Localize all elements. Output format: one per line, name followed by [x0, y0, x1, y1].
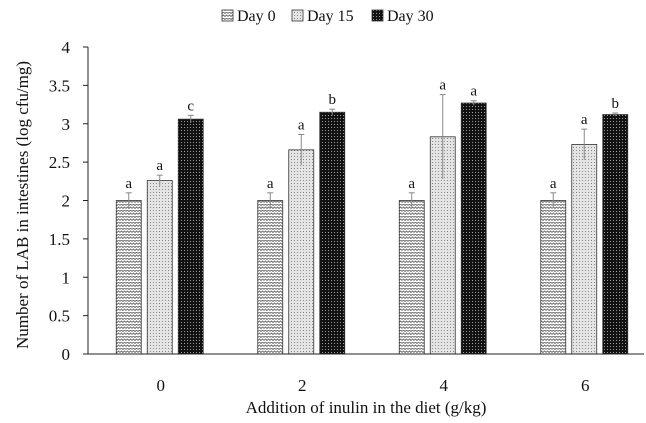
y-tick-label: 2: [62, 192, 71, 211]
bar: [146, 180, 173, 355]
significance-label: a: [125, 176, 132, 192]
x-tick-label: 4: [440, 376, 449, 395]
significance-label: b: [329, 92, 337, 108]
significance-label: a: [470, 84, 477, 100]
significance-label: c: [187, 98, 194, 114]
significance-label: b: [612, 96, 620, 112]
x-tick-label: 6: [581, 376, 590, 395]
y-tick-label: 2.5: [49, 153, 70, 172]
y-tick-label: 4: [62, 38, 71, 57]
significance-label: a: [439, 78, 446, 94]
legend-label: Day 0: [237, 8, 276, 25]
legend-label: Day 15: [307, 8, 354, 25]
y-axis: 0 0.5 1 1.5 2 2.5 3 3.5 4: [49, 38, 89, 364]
bar: [571, 144, 598, 355]
y-axis-title: Number of LAB in intestines (log cfu/mg): [13, 61, 32, 349]
bar: [115, 200, 142, 355]
bar: [177, 118, 204, 355]
significance-label: a: [550, 176, 557, 192]
significance-label: a: [298, 117, 305, 133]
bar: [319, 111, 346, 355]
legend-swatch: [221, 9, 234, 22]
x-tick-label: 0: [157, 376, 166, 395]
bar: [460, 102, 487, 355]
x-axis-title: Addition of inulin in the diet (g/kg): [246, 398, 487, 417]
y-tick-label: 3: [62, 115, 71, 134]
significance-label: a: [267, 176, 274, 192]
bar: [257, 200, 284, 355]
x-axis: 0 2 4 6: [88, 353, 644, 395]
bar: [288, 149, 315, 355]
significance-label: a: [156, 158, 163, 174]
bar: [602, 114, 629, 355]
legend-swatch: [371, 9, 384, 22]
legend-swatch: [291, 9, 304, 22]
legend: Day 0 Day 15 Day 30: [221, 8, 434, 25]
significance-label: a: [408, 176, 415, 192]
y-tick-label: 1: [62, 268, 71, 287]
y-tick-label: 1.5: [49, 230, 70, 249]
significance-label: a: [581, 112, 588, 128]
bar: [540, 200, 567, 355]
y-tick-label: 0: [62, 345, 71, 364]
y-tick-label: 0.5: [49, 307, 70, 326]
bar: [398, 200, 425, 355]
y-tick-label: 3.5: [49, 76, 70, 95]
x-tick-label: 2: [298, 376, 307, 395]
legend-label: Day 30: [387, 8, 434, 25]
bars: a a c a a b a a a a a b: [115, 78, 629, 355]
